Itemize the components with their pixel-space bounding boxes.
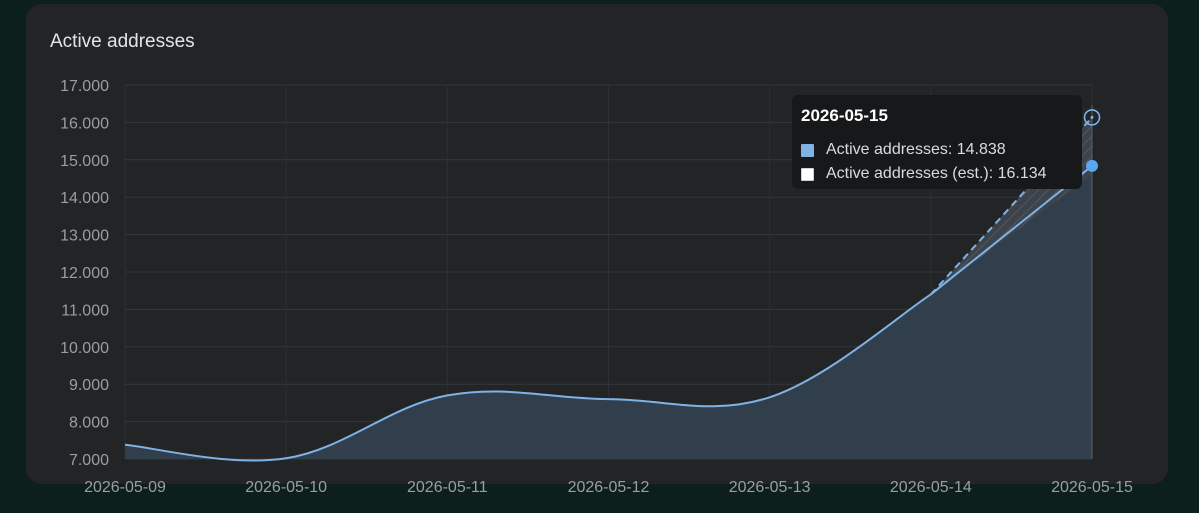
x-tick-label: 2026-05-14 bbox=[890, 479, 972, 496]
hover-markers bbox=[1083, 105, 1101, 459]
x-tick-label: 2026-05-13 bbox=[729, 479, 811, 496]
tooltip-row-actual: Active addresses: 14.838 bbox=[801, 138, 1073, 162]
series-area-fill bbox=[125, 165, 1092, 461]
actual-point-marker bbox=[1086, 159, 1098, 172]
y-tick-label: 7.000 bbox=[69, 452, 109, 469]
y-tick-label: 8.000 bbox=[69, 415, 109, 432]
x-tick-label: 2026-05-12 bbox=[568, 479, 650, 496]
y-tick-label: 9.000 bbox=[69, 377, 109, 394]
chart-title: Active addresses bbox=[50, 31, 195, 52]
x-tick-label: 2026-05-15 bbox=[1051, 479, 1133, 496]
y-tick-label: 11.000 bbox=[61, 302, 109, 319]
chart-tooltip: 2026-05-15 Active addresses: 14.838 Acti… bbox=[792, 95, 1082, 189]
y-tick-label: 17.000 bbox=[60, 78, 109, 95]
series-line-actual bbox=[124, 293, 932, 462]
y-tick-label: 14.000 bbox=[60, 190, 109, 207]
estimate-point-center bbox=[1090, 115, 1094, 119]
tooltip-label-actual: Active addresses: 14.838 bbox=[826, 141, 1006, 158]
y-tick-label: 12.000 bbox=[60, 265, 109, 282]
x-tick-label: 2026-05-11 bbox=[407, 479, 488, 496]
series-area bbox=[125, 165, 1092, 461]
series-line-estimate bbox=[930, 116, 1093, 296]
y-tick-label: 16.000 bbox=[60, 115, 109, 132]
tooltip-swatch-estimate bbox=[801, 167, 814, 181]
tooltip-label-estimate: Active addresses (est.): 16.134 bbox=[826, 165, 1047, 182]
tooltip-swatch-actual bbox=[801, 143, 814, 157]
estimate-point-marker bbox=[1083, 109, 1101, 126]
y-axis: 7.000 8.000 9.000 10.000 11.000 12.000 13.000 1… bbox=[60, 78, 109, 469]
y-tick-label: 10.000 bbox=[60, 340, 109, 357]
y-tick-label: 13.000 bbox=[60, 228, 109, 245]
tooltip-title: 2026-05-15 bbox=[801, 106, 888, 125]
y-tick-label: 15.000 bbox=[60, 153, 109, 170]
x-tick-label: 2026-05-09 bbox=[84, 479, 166, 496]
x-axis: 2026-05-09 2026-05-10 2026-05-11 2026-05-12… bbox=[84, 479, 1133, 496]
tooltip-row-estimate: Active addresses (est.): 16.134 bbox=[801, 162, 1073, 186]
x-tick-label: 2026-05-10 bbox=[245, 479, 327, 496]
